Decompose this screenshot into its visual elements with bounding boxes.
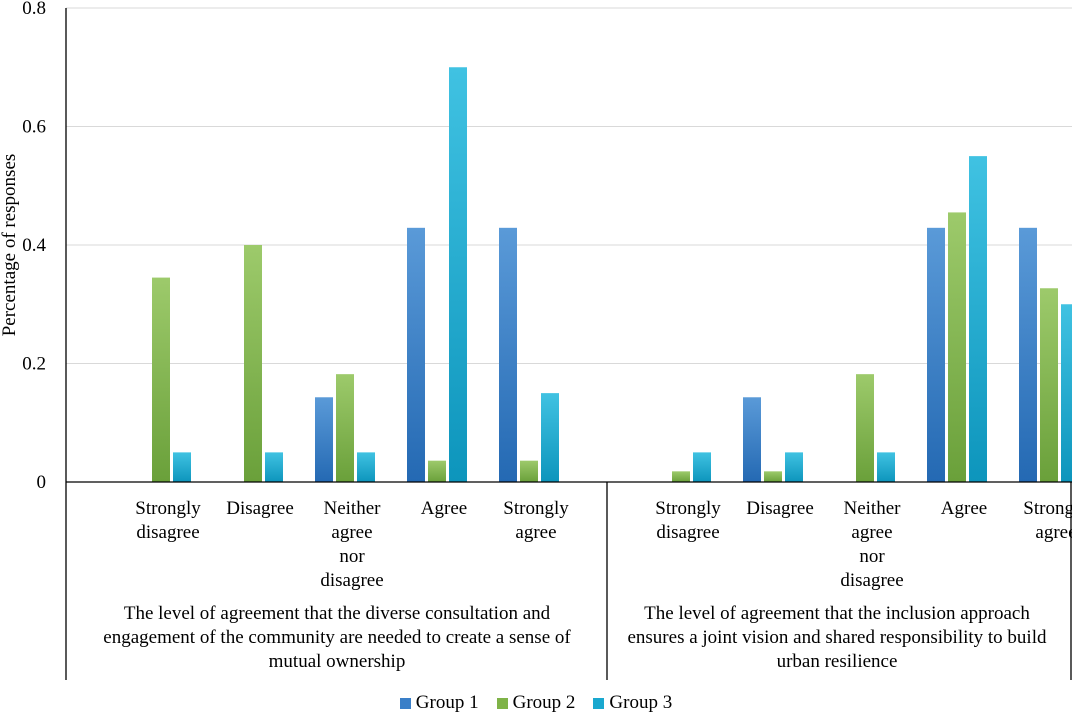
y-tick-label: 0.8 [22, 0, 46, 19]
legend-swatch-group-1 [399, 697, 411, 709]
legend-swatch-group-3 [593, 697, 605, 709]
bar-group-1 [927, 227, 945, 482]
axes [65, 8, 1072, 680]
category-label: Agree [941, 498, 987, 519]
legend-label-group-3: Group 3 [609, 692, 673, 713]
legend-item-group-2: Group 2 [496, 692, 576, 714]
bar-group-2 [336, 374, 354, 482]
bars [152, 67, 1072, 482]
bar-group-2 [428, 460, 446, 482]
bar-group-2 [764, 471, 782, 482]
bar-group-3 [693, 452, 711, 482]
bar-group-1 [315, 397, 333, 482]
y-tick-label: 0.2 [22, 354, 46, 375]
legend: Group 1 Group 2 Group 3 [0, 692, 1072, 714]
y-axis-label: Percentage of responses [0, 154, 20, 337]
bar-group-2 [948, 212, 966, 482]
bar-group-2 [244, 245, 262, 482]
category-label: Neither agree nor disagree [840, 498, 903, 591]
legend-item-group-3: Group 3 [593, 692, 672, 714]
group-label: The level of agreement that the inclusio… [627, 603, 1047, 672]
bar-group-1 [499, 227, 517, 482]
bar-group-3 [173, 452, 191, 482]
y-tick-label: 0.6 [22, 117, 46, 138]
category-label: Agree [421, 498, 467, 519]
category-label: Disagree [746, 498, 814, 519]
category-label: Strongly disagree [135, 498, 201, 543]
bar-group-3 [541, 393, 559, 482]
category-label: Neither agree nor disagree [320, 498, 383, 591]
bar-group-3 [1061, 304, 1072, 482]
legend-item-group-1: Group 1 [399, 692, 479, 714]
bar-group-1 [407, 227, 425, 482]
bar-group-2 [1040, 288, 1058, 482]
bar-group-2 [520, 460, 538, 482]
category-labels: Strongly disagree Disagree Neither agree nor d… [135, 498, 1072, 591]
bar-group-2 [672, 471, 690, 482]
bar-group-3 [265, 452, 283, 482]
gridlines [66, 7, 1072, 364]
bar-group-3 [449, 67, 467, 482]
bar-chart: 0 0.2 0.4 0.6 0.8 Strongly disagree Disagree Ne… [0, 0, 1072, 680]
category-label: Disagree [226, 498, 294, 519]
bar-group-3 [877, 452, 895, 482]
y-tick-label: 0.4 [22, 235, 46, 256]
y-tick-label: 0 [37, 472, 47, 493]
category-label: Strongly disagree [655, 498, 721, 543]
group-labels: The level of agreement that the diverse … [103, 603, 1047, 672]
bar-group-2 [856, 374, 874, 482]
legend-label-group-2: Group 2 [512, 692, 576, 713]
bar-group-3 [357, 452, 375, 482]
legend-label-group-1: Group 1 [415, 692, 479, 713]
bar-group-2 [152, 277, 170, 482]
legend-swatch-group-2 [496, 697, 508, 709]
group-label: The level of agreement that the diverse … [103, 603, 571, 672]
bar-group-3 [785, 452, 803, 482]
y-axis-ticks: 0 0.2 0.4 0.6 0.8 [22, 0, 46, 493]
bar-group-3 [969, 156, 987, 482]
bar-group-1 [743, 397, 761, 482]
bar-group-1 [1019, 227, 1037, 482]
